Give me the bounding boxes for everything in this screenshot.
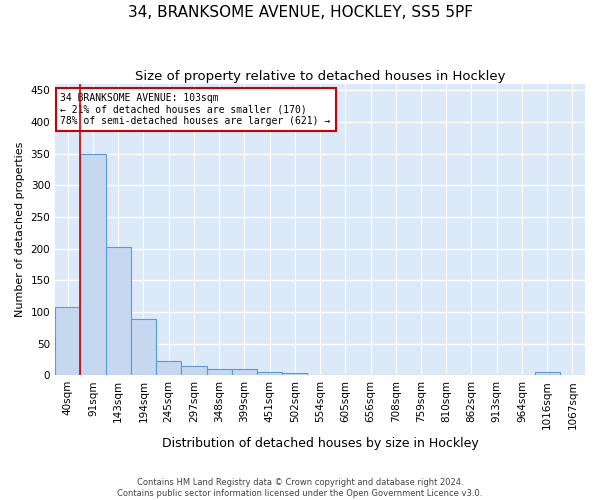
Text: 34, BRANKSOME AVENUE, HOCKLEY, SS5 5PF: 34, BRANKSOME AVENUE, HOCKLEY, SS5 5PF [128,5,473,20]
Bar [535,372,560,375]
Title: Size of property relative to detached houses in Hockley: Size of property relative to detached ho… [135,70,505,83]
Bar [106,247,131,375]
Bar [80,154,106,375]
Bar [282,374,307,375]
X-axis label: Distribution of detached houses by size in Hockley: Distribution of detached houses by size … [162,437,478,450]
Bar [131,319,156,375]
Bar [55,307,80,375]
Bar [156,360,181,375]
Bar [257,372,282,375]
Text: Contains HM Land Registry data © Crown copyright and database right 2024.
Contai: Contains HM Land Registry data © Crown c… [118,478,482,498]
Bar [181,366,206,375]
Bar [206,369,232,375]
Y-axis label: Number of detached properties: Number of detached properties [15,142,25,318]
Text: 34 BRANKSOME AVENUE: 103sqm
← 21% of detached houses are smaller (170)
78% of se: 34 BRANKSOME AVENUE: 103sqm ← 21% of det… [61,93,331,126]
Bar [232,370,257,375]
